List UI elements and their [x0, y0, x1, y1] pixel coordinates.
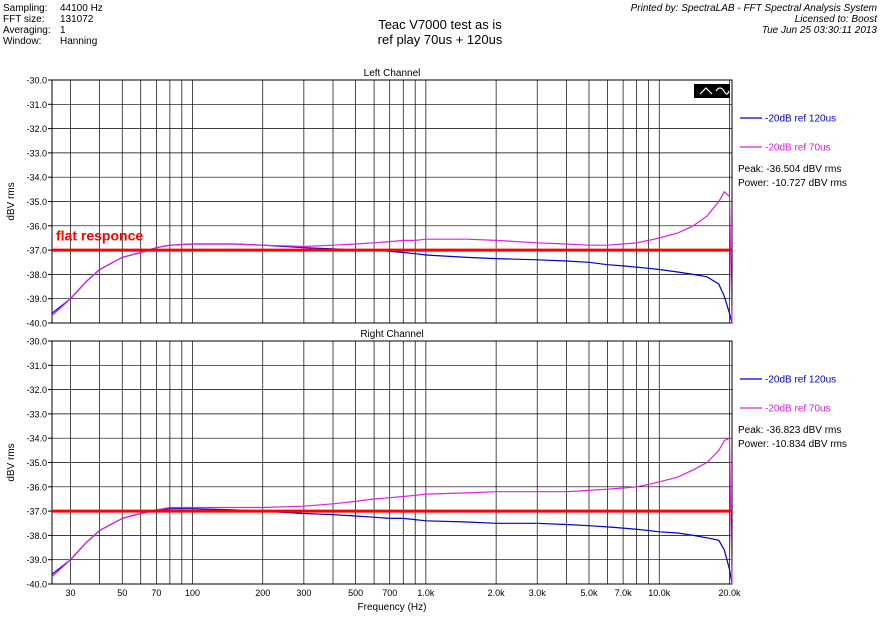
y-tick-label: -32.0 [26, 124, 47, 134]
setting-sampling: Sampling: 44100 Hz [3, 3, 103, 14]
print-timestamp: Tue Jun 25 03:30:11 2013 [761, 25, 877, 36]
x-tick-label: 700 [382, 588, 397, 598]
y-tick-label: -32.0 [26, 385, 47, 395]
print-info: Printed by: SpectraLAB - FFT Spectral An… [631, 3, 877, 36]
y-tick-label: -30.0 [26, 76, 47, 86]
legend-label-series-70us: -20dB ref 70us [765, 143, 831, 154]
chart-panel-2: Right Channel -30.0 -31.0 -32.0 -33.0 -34.0 -3… [6, 329, 847, 613]
y-tick-label: -30.0 [26, 337, 47, 347]
x-tick-label: 20.0k [718, 588, 741, 598]
waveform-toggle-icon[interactable] [694, 84, 730, 98]
title-line-1: Teac V7000 test as is [378, 17, 502, 32]
x-tick-label: 7.0k [615, 588, 633, 598]
panel-title: Right Channel [360, 329, 423, 340]
page-title: Teac V7000 test as is ref play 70us + 12… [340, 17, 540, 47]
legend: -20dB ref 120us -20dB ref 70us [740, 114, 836, 154]
series-70us-line [51, 190, 733, 324]
chart-panel-1: Left Channel -30.0 -31.0 -32.0 -33.0 -34.0 -35… [6, 68, 847, 329]
setting-averaging: Averaging: 1 [3, 25, 66, 36]
plot-frame [51, 79, 733, 324]
x-tick-label: 70 [151, 588, 161, 598]
y-tick-label: -31.0 [26, 100, 47, 110]
settings-block: Sampling: 44100 Hz FFT size: 131072 Averag… [3, 3, 103, 47]
panel-title: Left Channel [364, 68, 421, 79]
plot-frame [51, 340, 733, 585]
y-tick-label: -34.0 [26, 173, 47, 183]
peak-readout: Peak: -36.504 dBV rms [738, 164, 841, 175]
x-tick-label: 1.0k [417, 588, 435, 598]
y-tick-label: -40.0 [26, 319, 47, 329]
y-tick-label: -39.0 [26, 555, 47, 565]
y-tick-label: -31.0 [26, 361, 47, 371]
setting-fft-size: FFT size: 131072 [3, 14, 94, 25]
title-line-2: ref play 70us + 120us [377, 32, 503, 47]
y-tick-label: -36.0 [26, 221, 47, 231]
legend: -20dB ref 120us -20dB ref 70us [740, 375, 836, 415]
peak-readout: Peak: -36.823 dBV rms [738, 425, 841, 436]
y-tick-label: -40.0 [26, 580, 47, 590]
icon-glyph [699, 87, 730, 95]
y-axis-label: dBV rms [6, 182, 17, 220]
flat-response-annotation: flat responce [56, 227, 143, 243]
y-tick-label: -35.0 [26, 197, 47, 207]
y-tick-label: -37.0 [26, 246, 47, 256]
x-tick-label: 2.0k [488, 588, 506, 598]
legend-label-series-120us: -20dB ref 120us [765, 114, 836, 125]
y-tick-label: -39.0 [26, 294, 47, 304]
y-tick-label: -35.0 [26, 458, 47, 468]
power-readout: Power: -10.834 dBV rms [738, 439, 847, 450]
x-tick-label: 500 [348, 588, 363, 598]
licensed-to: Licensed to: Boost [794, 14, 877, 25]
x-tick-label: 3.0k [529, 588, 547, 598]
legend-label-series-70us: -20dB ref 70us [765, 404, 831, 415]
x-tick-label: 10.0k [648, 588, 671, 598]
y-tick-label: -38.0 [26, 531, 47, 541]
y-tick-label: -34.0 [26, 434, 47, 444]
x-tick-label: 5.0k [580, 588, 598, 598]
x-tick-label: 50 [117, 588, 127, 598]
y-tick-label: -33.0 [26, 409, 47, 419]
y-tick-label: -36.0 [26, 482, 47, 492]
y-tick-label: -37.0 [26, 507, 47, 517]
printed-by: Printed by: SpectraLAB - FFT Spectral An… [630, 3, 877, 14]
setting-window: Window: Hanning [3, 36, 98, 47]
x-tick-label: 30 [65, 588, 75, 598]
x-tick-label: 100 [185, 588, 200, 598]
x-axis-label: Frequency (Hz) [358, 602, 427, 613]
icon-bg [694, 84, 730, 98]
x-tick-label: 200 [255, 588, 270, 598]
power-readout: Power: -10.727 dBV rms [738, 178, 847, 189]
y-tick-label: -33.0 [26, 148, 47, 158]
y-tick-label: -38.0 [26, 270, 47, 280]
legend-label-series-120us: -20dB ref 120us [765, 375, 836, 386]
y-axis-label: dBV rms [6, 443, 17, 481]
x-tick-label: 300 [296, 588, 311, 598]
